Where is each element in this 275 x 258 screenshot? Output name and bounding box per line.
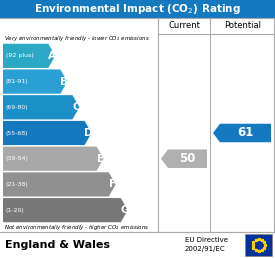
- Text: Current: Current: [168, 21, 200, 30]
- Text: 61: 61: [237, 126, 254, 140]
- Bar: [0, 0, 275, 18]
- Text: C: C: [72, 102, 80, 112]
- Text: Potential: Potential: [224, 21, 261, 30]
- Text: G: G: [120, 205, 128, 215]
- Text: B: B: [60, 77, 68, 87]
- Text: (39-54): (39-54): [6, 156, 29, 161]
- Text: (69-80): (69-80): [6, 105, 29, 110]
- Polygon shape: [3, 44, 55, 68]
- Text: EU Directive: EU Directive: [185, 238, 228, 244]
- Text: (55-68): (55-68): [6, 131, 29, 135]
- Polygon shape: [3, 198, 128, 222]
- Polygon shape: [3, 147, 104, 171]
- Text: A: A: [48, 51, 56, 61]
- Polygon shape: [3, 172, 116, 197]
- Text: D: D: [84, 128, 92, 138]
- Text: (92 plus): (92 plus): [6, 53, 34, 58]
- Polygon shape: [3, 95, 79, 119]
- Text: E: E: [97, 154, 104, 164]
- Bar: [245, 234, 272, 256]
- Polygon shape: [213, 124, 271, 142]
- Text: (1-20): (1-20): [6, 208, 25, 213]
- Polygon shape: [3, 121, 92, 145]
- Text: 2002/91/EC: 2002/91/EC: [185, 246, 226, 253]
- Text: 50: 50: [179, 152, 196, 165]
- Polygon shape: [161, 149, 207, 168]
- Text: (21-38): (21-38): [6, 182, 29, 187]
- Text: England & Wales: England & Wales: [5, 240, 110, 250]
- Text: Not environmentally friendly - higher CO$_2$ emissions: Not environmentally friendly - higher CO…: [4, 223, 149, 232]
- Text: Environmental Impact (CO$_2$) Rating: Environmental Impact (CO$_2$) Rating: [34, 2, 241, 16]
- Text: (81-91): (81-91): [6, 79, 29, 84]
- Bar: [0, 232, 275, 258]
- Text: F: F: [109, 179, 116, 189]
- Text: Very environmentally friendly - lower CO$_2$ emissions: Very environmentally friendly - lower CO…: [4, 34, 150, 43]
- Polygon shape: [3, 69, 67, 94]
